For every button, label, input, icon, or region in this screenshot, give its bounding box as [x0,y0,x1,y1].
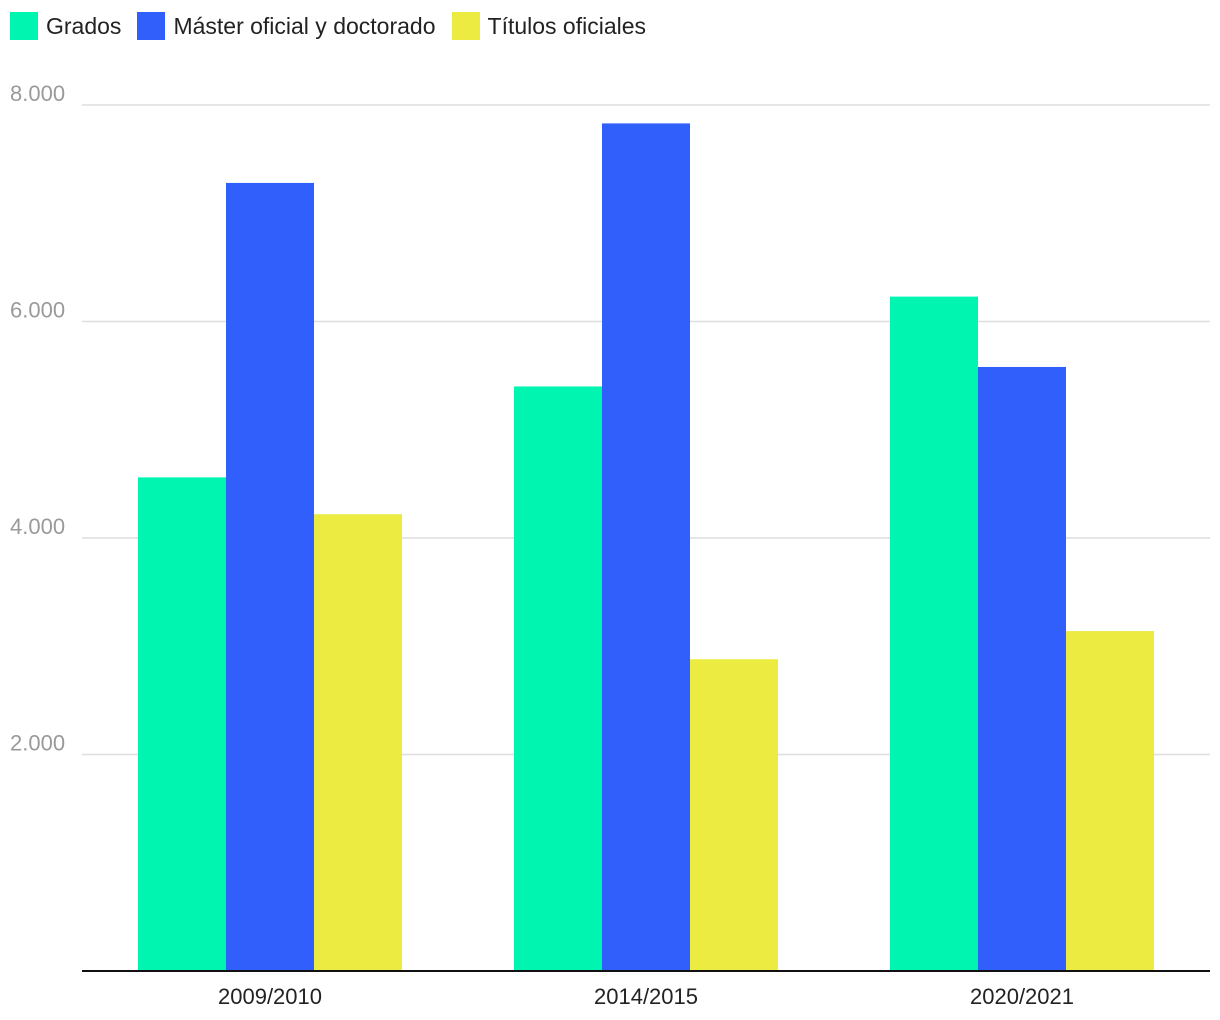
legend-label-titulos: Títulos oficiales [487,12,647,39]
chart-legend: Grados Máster oficial y doctorado Título… [10,10,662,42]
y-tick-label: 8.000 [10,81,65,106]
bar-master-oficial-y-doctorado-2020-2021[interactable] [978,366,1066,972]
y-tick-label: 6.000 [10,298,65,323]
bars [138,123,1154,972]
legend-item-titulos[interactable]: Títulos oficiales [451,12,647,40]
y-tick-label: 2.000 [10,731,65,756]
bar-grados-2020-2021[interactable] [890,296,978,971]
legend-label-grados: Grados [46,12,122,39]
bar-titulos-oficiales-2014-2015[interactable] [690,659,778,971]
legend-swatch-grados [10,12,38,40]
bar-titulos-oficiales-2009-2010[interactable] [314,514,402,971]
y-tick-label: 4.000 [10,514,65,539]
x-axis-ticks: 2009/2010 2014/2015 2020/2021 [218,984,1074,1009]
legend-label-master: Máster oficial y doctorado [173,12,436,39]
bar-master-oficial-y-doctorado-2009-2010[interactable] [226,182,314,971]
y-axis-ticks: 2.000 4.000 6.000 8.000 [10,81,65,756]
legend-swatch-master [137,12,166,40]
bar-master-oficial-y-doctorado-2014-2015[interactable] [602,123,690,972]
legend-swatch-titulos [451,12,480,40]
legend-item-master[interactable]: Máster oficial y doctorado [137,12,436,40]
bar-grados-2014-2015[interactable] [514,386,602,971]
x-tick-label: 2009/2010 [218,984,322,1009]
x-tick-label: 2014/2015 [594,984,698,1009]
bar-titulos-oficiales-2020-2021[interactable] [1066,631,1154,971]
legend-item-grados[interactable]: Grados [10,12,121,40]
bar-grados-2009-2010[interactable] [138,477,226,971]
x-tick-label: 2020/2021 [970,984,1074,1009]
